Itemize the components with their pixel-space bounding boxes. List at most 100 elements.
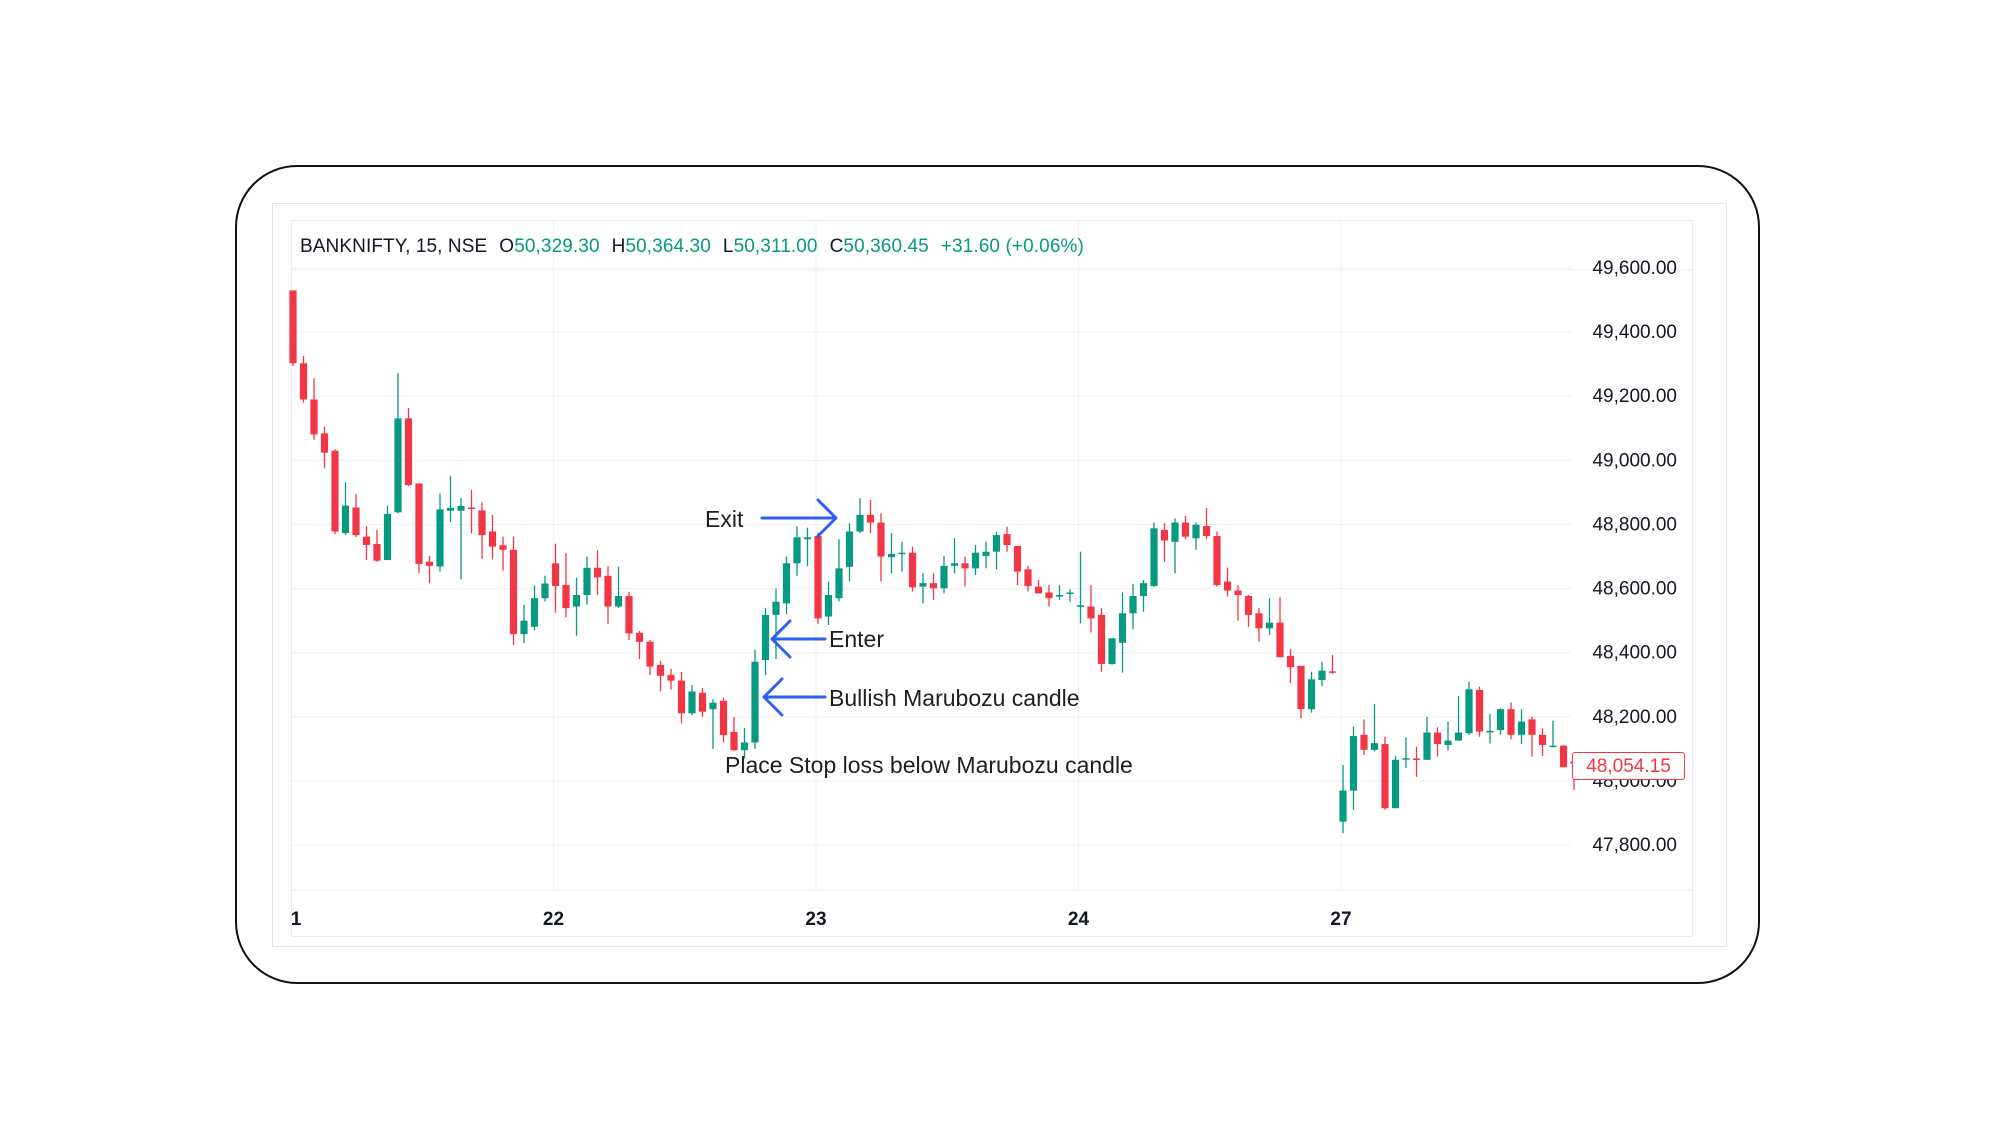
enter-arrow-icon [770, 619, 827, 659]
candle-body [688, 691, 696, 714]
candle-body [1150, 528, 1158, 587]
candle-body [499, 545, 507, 550]
candle-body [698, 692, 707, 712]
bearish-candle [1202, 508, 1211, 540]
bullish-candle [950, 538, 959, 574]
candle-body [1013, 545, 1022, 572]
candle-body [1160, 529, 1169, 541]
bullish-candle [803, 527, 812, 567]
bullish-candle [1517, 709, 1526, 745]
candle-body [1286, 655, 1295, 668]
y-tick-label: 49,600.00 [1592, 258, 1677, 279]
bearish-candle [373, 529, 381, 562]
bearish-candle [730, 716, 738, 751]
low-label: L [722, 236, 734, 257]
candle-body [1496, 709, 1505, 730]
bullish-candle [1171, 518, 1179, 574]
candle-body [751, 661, 759, 743]
bearish-candle [404, 408, 413, 487]
bearish-candle [908, 546, 917, 592]
candle-body [1339, 790, 1347, 822]
bullish-candle [1108, 638, 1116, 665]
candle-body [866, 514, 875, 523]
candle-body [341, 505, 350, 534]
candle-body [352, 507, 360, 536]
bearish-candle [352, 494, 360, 537]
bullish-candle [688, 684, 696, 716]
bullish-candle [457, 498, 465, 580]
marubozu-annotation: Bullish Marubozu candle [829, 685, 1080, 711]
candle-body [572, 595, 581, 607]
bearish-candle [499, 536, 507, 571]
bearish-candle [509, 536, 518, 646]
rounded-frame [235, 165, 1760, 984]
bearish-candle [320, 426, 329, 469]
bullish-candle [971, 544, 980, 575]
candle-body [667, 674, 675, 681]
bearish-candle [698, 687, 707, 717]
candle-body [1024, 569, 1032, 587]
candle-body [478, 510, 486, 536]
candle-body [1370, 743, 1379, 750]
candle-body [583, 567, 591, 596]
bearish-candle [667, 668, 675, 690]
bearish-candle [1433, 727, 1442, 757]
bullish-candle [1423, 716, 1431, 760]
bullish-candle [1055, 585, 1064, 600]
bullish-candle [887, 533, 896, 574]
bullish-candle [740, 728, 749, 759]
bearish-candle [929, 573, 938, 600]
bullish-candle [394, 373, 402, 514]
candle-body [1034, 586, 1043, 594]
bullish-candle [898, 541, 906, 572]
candle-body [614, 595, 623, 607]
candle-body [1276, 622, 1284, 658]
bearish-candle [551, 543, 560, 613]
candle-body [1507, 709, 1515, 735]
bullish-candle [856, 498, 864, 534]
last-price-label: 48,054.15 [1572, 752, 1685, 780]
candle-body [835, 568, 843, 599]
x-tick-label: 23 [805, 909, 826, 930]
bearish-candle [1024, 565, 1032, 592]
candle-body [950, 563, 959, 566]
candle-body [1360, 734, 1368, 750]
candle-body [1465, 689, 1473, 734]
y-tick-label: 49,200.00 [1592, 386, 1677, 407]
bearish-candle [1087, 585, 1095, 633]
annotation-arrows [760, 498, 838, 717]
bullish-candle [530, 585, 539, 631]
bullish-candle [1549, 720, 1557, 748]
bullish-candle [1339, 764, 1347, 834]
bullish-candle [1265, 598, 1274, 636]
bearish-candle [1181, 515, 1190, 540]
bearish-candle [478, 502, 486, 559]
bearish-candle [604, 566, 612, 624]
bearish-candle [1255, 608, 1263, 642]
y-tick-label: 48,200.00 [1592, 707, 1677, 728]
open-label: O [499, 236, 515, 257]
candle-body [803, 537, 812, 540]
bearish-candle [310, 378, 318, 440]
candle-body [1391, 759, 1400, 809]
candle-body [709, 702, 717, 710]
candle-body [289, 290, 297, 364]
candle-body [1433, 732, 1442, 745]
x-tick-label: 22 [543, 909, 564, 930]
bearish-candle [1559, 745, 1568, 768]
bullish-candle [772, 588, 780, 660]
bearish-candle [562, 553, 570, 618]
bearish-candle [1244, 595, 1253, 627]
bullish-candle [824, 581, 833, 625]
candle-body [383, 513, 392, 561]
candle-body [646, 641, 654, 667]
candle-body [782, 563, 791, 604]
candle-body [887, 553, 896, 558]
candle-body [425, 561, 434, 566]
candle-body [1171, 522, 1179, 542]
candle-body [1139, 583, 1148, 596]
candle-body [1003, 534, 1011, 545]
x-tick-label: 1 [291, 909, 302, 930]
bullish-candle [782, 556, 791, 615]
